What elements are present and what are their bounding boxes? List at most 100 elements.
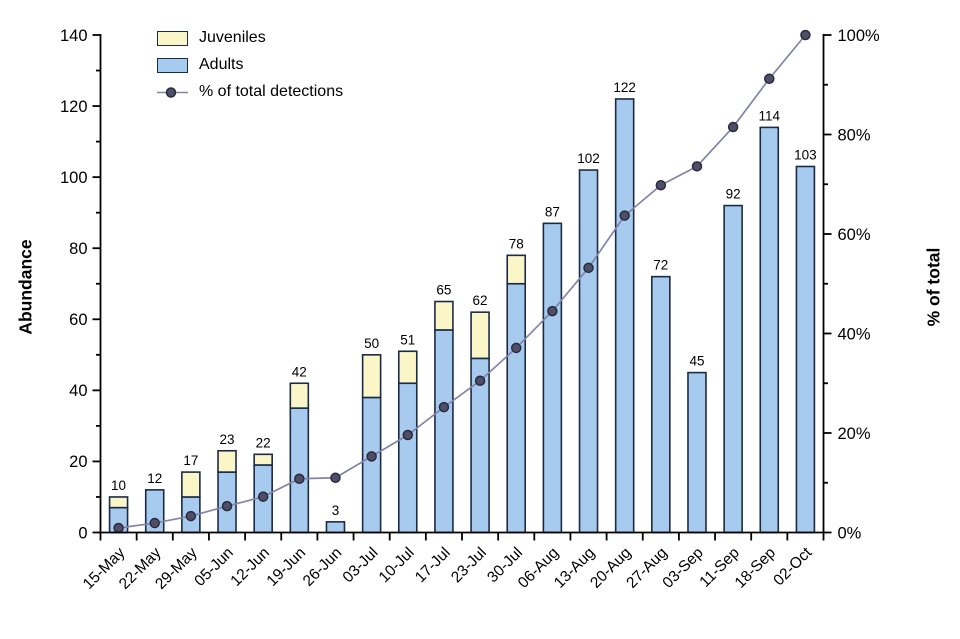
left-axis-tick-label: 120 (60, 98, 88, 116)
x-axis-date-label: 10-Jul (376, 544, 418, 586)
adults-swatch-icon (157, 57, 188, 73)
bar-segment-juveniles (108, 496, 129, 509)
pct-detections-marker (402, 429, 414, 441)
bar-segment-juveniles (434, 300, 454, 331)
bar-segment-adults (506, 282, 527, 534)
x-axis-date-label: 03-Sep (659, 544, 706, 591)
bar-segment-juveniles (470, 311, 490, 360)
bar-segment-adults (723, 204, 743, 534)
x-axis-date-label: 19-Jun (264, 544, 310, 590)
bar-total-label: 62 (473, 293, 488, 308)
pct-detections-marker (727, 121, 739, 133)
pct-detections-marker (113, 522, 124, 534)
bar-total-label: 103 (794, 147, 817, 162)
pct-detections-line (118, 34, 807, 529)
pct-detections-marker (583, 262, 594, 274)
bar-segment-juveniles (397, 350, 418, 385)
x-axis-date-label: 26-Jun (300, 544, 346, 590)
bar-segment-juveniles (217, 449, 237, 473)
right-axis-tick-label: 80% (838, 126, 871, 144)
bar-total-label: 23 (220, 432, 235, 447)
legend: Juveniles Adults % of total detections (157, 29, 343, 101)
pct-detections-marker (800, 29, 811, 41)
bar-segment-adults (687, 371, 707, 534)
pct-detections-marker (366, 451, 377, 462)
legend-label-juveniles: Juveniles (199, 29, 266, 46)
bar-segment-juveniles (506, 254, 527, 285)
left-axis-tick-label: 60 (69, 311, 87, 329)
legend-label-pct-detections: % of total detections (199, 83, 344, 100)
bar-total-label: 87 (545, 204, 560, 219)
bar-segment-adults (361, 396, 382, 534)
pct-detections-marker (149, 517, 160, 529)
bar-total-label: 50 (364, 336, 379, 351)
pct-detections-marker (510, 342, 522, 354)
juveniles-swatch-icon (157, 30, 188, 46)
bar-total-label: 12 (147, 471, 162, 486)
legend-label-adults: Adults (199, 56, 244, 73)
pct-detections-marker (474, 375, 486, 387)
bar-total-label: 51 (400, 332, 415, 347)
bar-total-label: 114 (759, 108, 781, 123)
pct-detections-marker (330, 472, 341, 484)
bar-total-label: 72 (653, 258, 668, 273)
right-axis-tick-label: 40% (838, 325, 871, 343)
x-axis-date-label: 05-Jun (191, 544, 237, 590)
pct-detections-marker (257, 491, 269, 502)
bar-total-label: 17 (183, 453, 198, 468)
pct-detections-marker (764, 73, 775, 85)
bar-total-label: 65 (436, 283, 451, 298)
bar-total-label: 10 (111, 478, 126, 493)
x-axis-date-label: 18-Sep (732, 544, 779, 591)
bar-total-label: 3 (332, 503, 340, 518)
bar-total-label: 102 (577, 151, 600, 166)
x-axis-date-label: 17-Jul (412, 544, 454, 586)
bar-segment-juveniles (361, 354, 382, 399)
pct-detections-marker (185, 510, 197, 522)
bar-segment-adults (578, 169, 599, 534)
bar-segment-adults (289, 407, 310, 534)
bar-segment-juveniles (289, 382, 310, 409)
x-axis-date-label: 03-Jul (340, 544, 382, 586)
left-axis-tick-label: 140 (60, 27, 88, 45)
x-axis-date-label: 23-Jul (448, 544, 490, 586)
bar-total-label: 92 (726, 187, 741, 202)
left-axis-tick-label: 40 (69, 382, 87, 400)
bar-segment-adults (759, 126, 780, 534)
bar-segment-adults (651, 275, 671, 534)
left-axis-tick-label: 80 (69, 240, 87, 258)
bar-total-label: 122 (613, 80, 636, 95)
left-axis-tick-label: 0 (78, 524, 87, 542)
pct-detections-marker (655, 179, 667, 191)
x-axis-date-label: 12-Jun (227, 544, 273, 590)
legend-item-juveniles: Juveniles (157, 29, 343, 47)
bar-total-label: 22 (256, 435, 271, 450)
bar-segment-juveniles (181, 471, 201, 498)
right-axis-tick-label: 0% (838, 524, 862, 542)
left-axis-title: Abundance (15, 239, 36, 335)
legend-item-pct-line: % of total detections (157, 83, 343, 101)
bar-segment-adults (325, 521, 346, 534)
left-axis-tick-label: 20 (69, 453, 87, 471)
legend-item-adults: Adults (157, 56, 343, 74)
pct-detections-marker (619, 210, 630, 221)
pct-detections-marker (691, 161, 703, 172)
right-axis-tick-label: 100% (838, 27, 881, 45)
pct-detections-marker (547, 305, 558, 317)
bar-total-label: 42 (292, 364, 307, 379)
bar-segment-adults (614, 98, 635, 534)
left-axis-tick-label: 100 (60, 169, 88, 187)
bar-segment-adults (795, 165, 816, 534)
right-axis-tick-label: 20% (838, 425, 871, 443)
line-marker-swatch-icon (157, 86, 188, 98)
bar-segment-juveniles (253, 453, 273, 466)
pct-detections-marker (221, 500, 233, 512)
bar-total-label: 45 (689, 354, 704, 369)
bar-segment-adults (397, 382, 418, 534)
right-axis-title: % of total (923, 247, 944, 327)
bar-segment-adults (434, 329, 454, 534)
x-axis-date-label: 02-Oct (770, 544, 815, 589)
bar-segment-adults (542, 222, 563, 534)
